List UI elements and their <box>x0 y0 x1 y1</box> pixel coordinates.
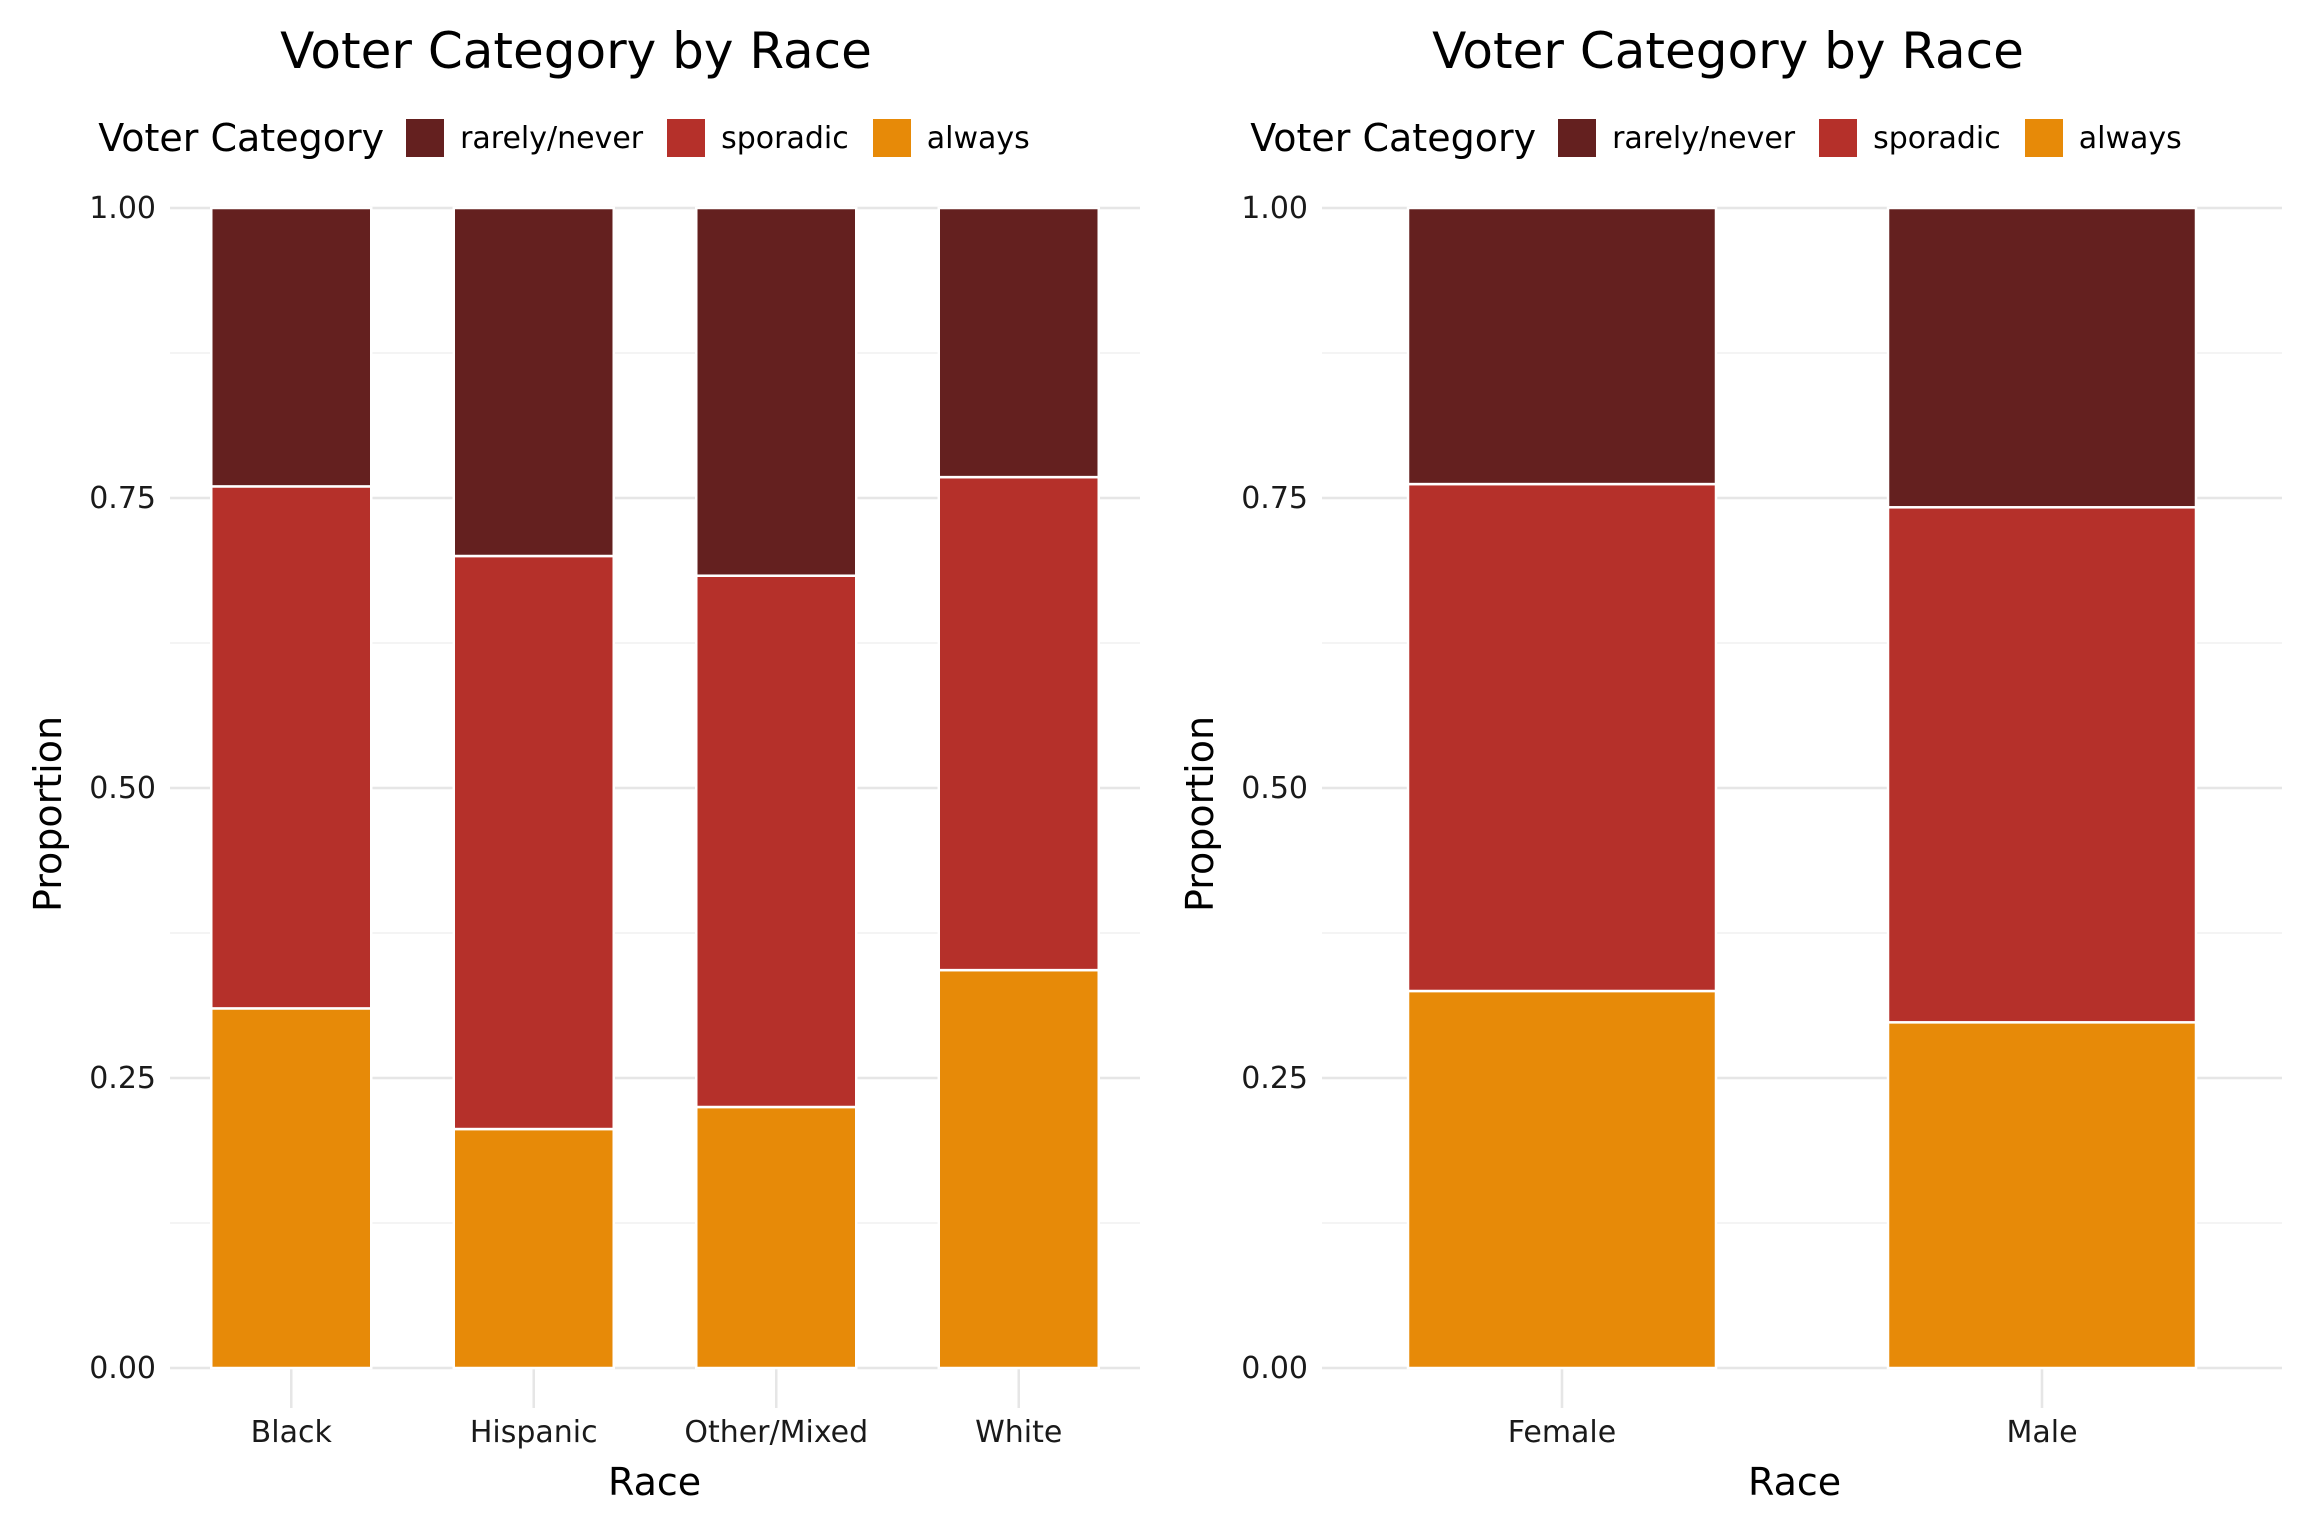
legend-item-sporadic: sporadic <box>1819 119 2001 157</box>
bar-female-always <box>1406 989 1718 1370</box>
legend-item-rarely-never: rarely/never <box>1558 119 1795 157</box>
x-tick-label: Other/Mixed <box>684 1415 868 1450</box>
bar-female-rarely-never <box>1406 206 1718 486</box>
x-tick-label: White <box>975 1415 1062 1450</box>
legend-label-rarely-never: rarely/never <box>1612 120 1796 156</box>
legend: Voter Category rarely/never sporadic alw… <box>1152 112 2304 164</box>
bar-female-sporadic <box>1406 482 1718 993</box>
chart-title: Voter Category by Race <box>1432 22 2024 80</box>
legend-item-rarely-never: rarely/never <box>406 119 643 157</box>
bar-male-sporadic <box>1886 506 2198 1024</box>
bar-white-rarely-never <box>937 206 1100 479</box>
bar-other-mixed-rarely-never <box>695 206 858 577</box>
y-tick-label: 0.75 <box>1241 481 1308 516</box>
legend-swatch-always <box>872 119 911 157</box>
bar-hispanic-sporadic <box>452 554 615 1131</box>
y-axis-title: Proportion <box>26 715 70 912</box>
bar-black-sporadic <box>210 485 373 1010</box>
plot-area: 0.00 0.25 0.50 0.75 1.00 Female Male <box>1241 191 2282 1450</box>
bar-hispanic-always <box>452 1127 615 1370</box>
y-tick-label: 0.25 <box>89 1061 156 1096</box>
x-axis-title: Race <box>1748 1460 1842 1504</box>
legend-swatch-always <box>2024 119 2063 157</box>
legend-swatch-sporadic <box>667 119 706 157</box>
bar-white-sporadic <box>937 475 1100 972</box>
legend-label-sporadic: sporadic <box>1873 120 2001 156</box>
x-tick-label: Black <box>251 1415 333 1450</box>
chart-panel-sex: Voter Category by Race Voter Category ra… <box>1152 0 2304 1536</box>
bar-other-mixed-always <box>695 1105 858 1370</box>
bar-black-always <box>210 1007 373 1370</box>
legend-label-sporadic: sporadic <box>721 120 849 156</box>
y-tick-label: 0.25 <box>1241 1061 1308 1096</box>
legend-title: Voter Category <box>1250 116 1537 160</box>
legend-swatch-rarely-never <box>406 119 445 157</box>
y-tick-label: 1.00 <box>1241 191 1308 226</box>
legend-item-always: always <box>2024 119 2182 157</box>
x-tick-label: Hispanic <box>470 1415 598 1450</box>
x-tick-label: Female <box>1508 1415 1616 1450</box>
bar-white-always <box>937 968 1100 1370</box>
x-tick-label: Male <box>2006 1415 2077 1450</box>
plot-area: 0.00 0.25 0.50 0.75 1.00 Black Hispanic Other/M… <box>89 191 1140 1450</box>
y-axis-title: Proportion <box>1178 715 1222 912</box>
y-tick-label: 0.50 <box>1241 771 1308 806</box>
legend: Voter Category rarely/never sporadic alw… <box>0 112 1152 164</box>
chart-title: Voter Category by Race <box>280 22 872 80</box>
y-tick-label: 0.00 <box>1241 1351 1308 1386</box>
y-tick-label: 1.00 <box>89 191 156 226</box>
legend-swatch-rarely-never <box>1558 119 1597 157</box>
bar-hispanic-rarely-never <box>452 206 615 558</box>
legend-label-always: always <box>2078 120 2182 156</box>
y-tick-label: 0.00 <box>89 1351 156 1386</box>
x-axis-title: Race <box>608 1460 702 1504</box>
legend-title: Voter Category <box>98 116 385 160</box>
y-tick-label: 0.75 <box>89 481 156 516</box>
bar-male-rarely-never <box>1886 206 2198 509</box>
bar-male-always <box>1886 1021 2198 1370</box>
legend-swatch-sporadic <box>1819 119 1858 157</box>
bar-black-rarely-never <box>210 206 373 488</box>
legend-item-always: always <box>872 119 1030 157</box>
y-tick-label: 0.50 <box>89 771 156 806</box>
legend-item-sporadic: sporadic <box>667 119 849 157</box>
bar-other-mixed-sporadic <box>695 574 858 1109</box>
chart-panel-race: Voter Category by Race Voter Category ra… <box>0 22 1152 1504</box>
legend-label-always: always <box>926 120 1030 156</box>
legend-label-rarely-never: rarely/never <box>460 120 644 156</box>
